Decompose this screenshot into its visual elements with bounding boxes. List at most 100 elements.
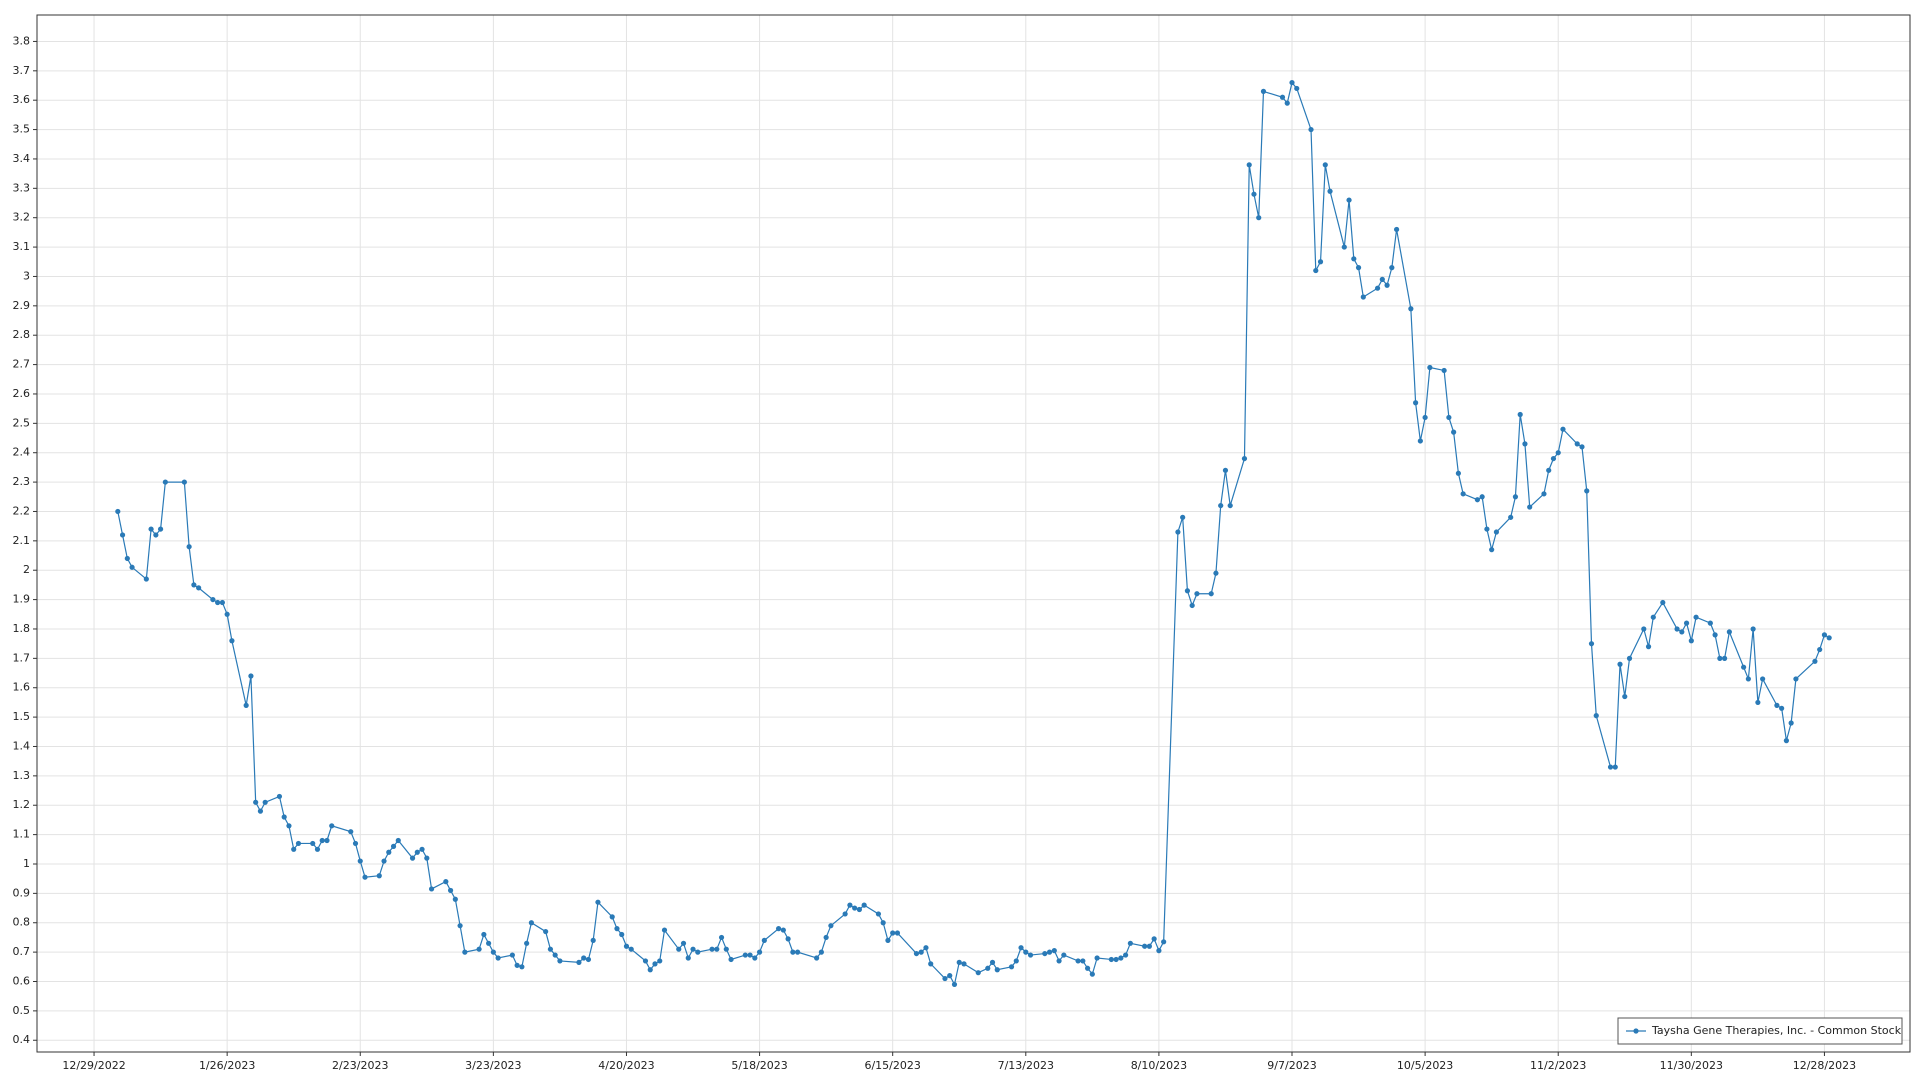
y-tick-label: 2.8 bbox=[13, 328, 31, 341]
data-point bbox=[823, 934, 829, 941]
data-point bbox=[885, 937, 891, 943]
data-point bbox=[243, 702, 249, 708]
data-point bbox=[457, 923, 463, 929]
data-point bbox=[1793, 676, 1799, 682]
data-point bbox=[1322, 162, 1328, 168]
data-point bbox=[1256, 215, 1262, 221]
data-point bbox=[395, 837, 401, 844]
data-point bbox=[1089, 971, 1095, 977]
data-point bbox=[1384, 282, 1390, 288]
data-point bbox=[162, 479, 168, 485]
series-line bbox=[117, 81, 1830, 987]
data-point bbox=[329, 823, 335, 829]
data-point bbox=[628, 946, 634, 952]
data-point bbox=[447, 887, 454, 894]
data-point bbox=[1194, 591, 1200, 597]
data-point bbox=[714, 946, 720, 952]
data-point bbox=[481, 931, 487, 938]
data-point bbox=[1584, 488, 1590, 494]
data-point bbox=[352, 840, 359, 847]
data-point bbox=[1707, 620, 1713, 626]
data-point bbox=[1683, 620, 1690, 626]
data-point bbox=[253, 799, 259, 805]
data-point bbox=[148, 526, 154, 532]
data-point bbox=[528, 920, 534, 926]
y-tick-label: 2.7 bbox=[13, 358, 31, 371]
x-tick-label: 8/10/2023 bbox=[1131, 1059, 1187, 1072]
data-point bbox=[143, 576, 149, 582]
data-point bbox=[1213, 570, 1219, 576]
data-point bbox=[1080, 958, 1086, 964]
data-point bbox=[1351, 256, 1357, 262]
data-point bbox=[752, 955, 758, 961]
y-tick-label: 0.9 bbox=[13, 886, 31, 899]
data-point bbox=[581, 955, 587, 961]
data-point bbox=[828, 923, 834, 929]
data-point bbox=[1389, 265, 1395, 271]
y-tick-label: 3.5 bbox=[13, 123, 31, 136]
data-point bbox=[157, 526, 164, 532]
data-point bbox=[543, 928, 549, 935]
y-tick-label: 2.3 bbox=[13, 475, 31, 488]
data-point bbox=[186, 544, 192, 550]
data-point bbox=[1560, 426, 1566, 432]
y-tick-label: 3.1 bbox=[13, 240, 31, 253]
data-point bbox=[894, 930, 901, 936]
y-tick-label: 1.1 bbox=[13, 828, 31, 841]
data-point bbox=[119, 532, 126, 538]
data-point bbox=[1113, 956, 1119, 963]
data-point bbox=[1313, 267, 1319, 274]
data-point bbox=[557, 958, 563, 964]
data-point bbox=[419, 846, 425, 852]
data-point bbox=[376, 873, 382, 879]
data-point bbox=[661, 927, 668, 933]
data-point bbox=[1546, 467, 1552, 473]
data-point bbox=[153, 532, 159, 538]
data-point bbox=[1222, 467, 1229, 473]
data-point bbox=[1779, 705, 1785, 711]
data-point bbox=[814, 955, 820, 961]
data-point bbox=[761, 937, 767, 943]
data-point bbox=[291, 846, 297, 852]
data-point bbox=[1156, 948, 1162, 954]
data-point bbox=[362, 874, 368, 880]
data-point bbox=[552, 952, 558, 958]
y-tick-label: 0.8 bbox=[13, 916, 31, 929]
data-point bbox=[1522, 441, 1528, 447]
data-point bbox=[1208, 591, 1214, 597]
data-point bbox=[1508, 514, 1514, 520]
data-point bbox=[890, 930, 896, 936]
y-tick-label: 2.9 bbox=[13, 299, 31, 312]
x-tick-label: 11/2/2023 bbox=[1530, 1059, 1586, 1072]
data-point bbox=[1745, 676, 1751, 682]
data-point bbox=[1674, 626, 1680, 632]
data-point bbox=[286, 823, 292, 829]
data-point bbox=[1622, 693, 1628, 700]
data-point bbox=[1489, 547, 1495, 553]
data-point bbox=[847, 902, 853, 908]
data-point bbox=[191, 582, 197, 588]
data-point bbox=[1593, 713, 1599, 719]
data-point bbox=[1441, 367, 1447, 374]
data-point bbox=[414, 849, 420, 855]
data-point bbox=[1821, 632, 1828, 638]
data-point bbox=[1579, 444, 1585, 450]
y-tick-label: 1.6 bbox=[13, 681, 31, 694]
data-point bbox=[495, 955, 501, 961]
y-tick-label: 0.5 bbox=[13, 1004, 31, 1017]
data-point bbox=[514, 962, 520, 968]
data-point bbox=[1018, 945, 1024, 951]
data-point bbox=[1094, 955, 1100, 961]
data-point bbox=[276, 793, 283, 800]
data-point bbox=[486, 940, 492, 946]
data-point bbox=[1650, 614, 1656, 620]
y-tick-label: 3.7 bbox=[13, 64, 31, 77]
data-point bbox=[129, 564, 135, 570]
data-point bbox=[1284, 100, 1290, 106]
data-point bbox=[509, 952, 515, 958]
data-point bbox=[609, 914, 615, 920]
x-tick-label: 6/15/2023 bbox=[864, 1059, 920, 1072]
data-point bbox=[1693, 614, 1699, 620]
data-point bbox=[1617, 661, 1623, 667]
data-point bbox=[685, 955, 691, 961]
